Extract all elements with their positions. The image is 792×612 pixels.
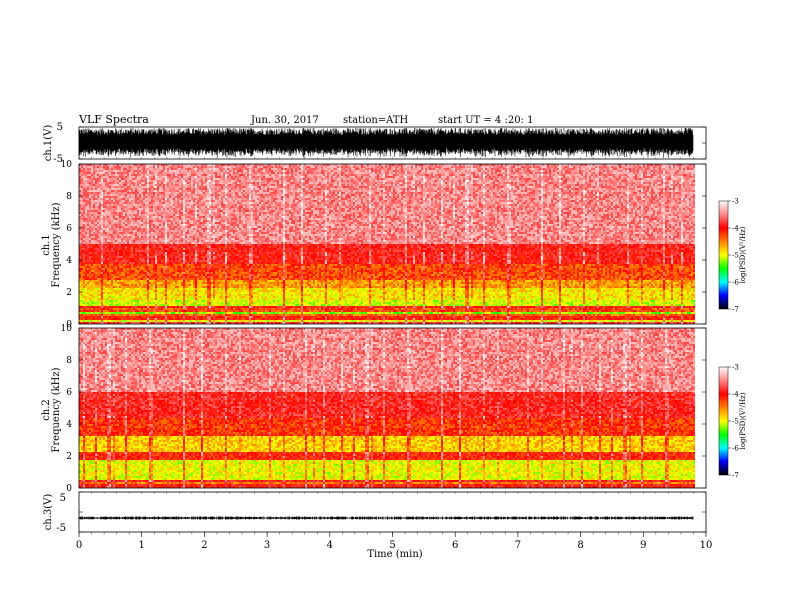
time-tick-label: 10 [700,540,713,551]
ch3-ytick-top: 5 [60,493,66,504]
ch2-freq-tick-label: 6 [66,388,72,398]
ch2-colorbar-tick-label: -5 [732,418,739,426]
ch2-freq-tick-label: 8 [66,356,72,366]
start-time-label: start UT = 4 :20: 1 [438,115,533,126]
ch3-ytick-bottom: -5 [56,523,66,534]
ch1-freq-tick-label: 10 [61,160,73,170]
ch1-colorbar-tick-label: -7 [732,306,739,314]
ch3-waveform-ticks [79,492,706,532]
time-tick-label: 0 [76,540,82,551]
time-tick-label: 7 [515,540,521,551]
ch2-colorbar-label: log(PSD)(V²/Hz) [739,392,747,449]
ch1-colorbar-label: log(PSD)(V²/Hz) [739,226,747,283]
ch1-frequency-axis-label: Frequency (kHz) [51,202,62,287]
ch2-freq-tick-label: 4 [66,420,72,430]
time-tick-label: 6 [452,540,458,551]
time-tick-label: 2 [201,540,207,551]
ch2-frequency-axis-label: Frequency (kHz) [51,367,62,452]
time-axis-label: Time (min) [367,549,422,560]
time-tick-label: 1 [139,540,145,551]
ch1-freq-tick-label: 2 [66,288,72,298]
time-tick-label: 8 [577,540,583,551]
ch1-spectrogram-image [79,164,695,324]
station-label: station=ATH [343,115,409,126]
ch3-waveform-panel: 5 -5 ch.3(V) [43,492,706,534]
ch1-freq-tick-label: 6 [66,224,72,234]
ch1-freq-tick-label: 4 [66,256,72,266]
time-tick-label: 3 [264,540,270,551]
ch2-colorbar-tick-label: -3 [732,364,739,372]
time-tick-label: 4 [327,540,333,551]
ch2-freq-tick-label: 0 [66,484,72,494]
date-label: Jun. 30, 2017 [250,115,319,126]
ch1-colorbar-scale [719,201,728,309]
time-tick-label: 9 [640,540,646,551]
ch1-colorbar-tick-label: -3 [732,198,739,206]
ch1-ytick-top: 5 [57,122,63,133]
ch3-waveform-line [79,516,693,519]
ch1-waveform-ylabel: ch.1(V) [43,125,54,162]
ch3-waveform-frame [79,492,706,532]
ch2-spectrogram-image [79,328,695,488]
ch1-colorbar-tick-label: -5 [732,252,739,260]
ch1-waveform-panel: 5 -5 ch.1(V) [43,122,706,165]
ch2-freq-tick-label: 2 [66,452,72,462]
ch3-waveform-ylabel: ch.3(V) [43,494,54,531]
ch1-waveform-trace [79,128,693,158]
ch1-freq-tick-label: 8 [66,192,72,202]
ch3-waveform-trace [79,516,693,519]
ch2-colorbar-scale [719,367,728,475]
ch2-freq-tick-label: 10 [61,324,73,334]
figure-title: VLF Spectra [78,113,149,126]
ch2-colorbar-tick-label: -7 [732,472,739,480]
ch1-waveform-line [79,128,693,158]
